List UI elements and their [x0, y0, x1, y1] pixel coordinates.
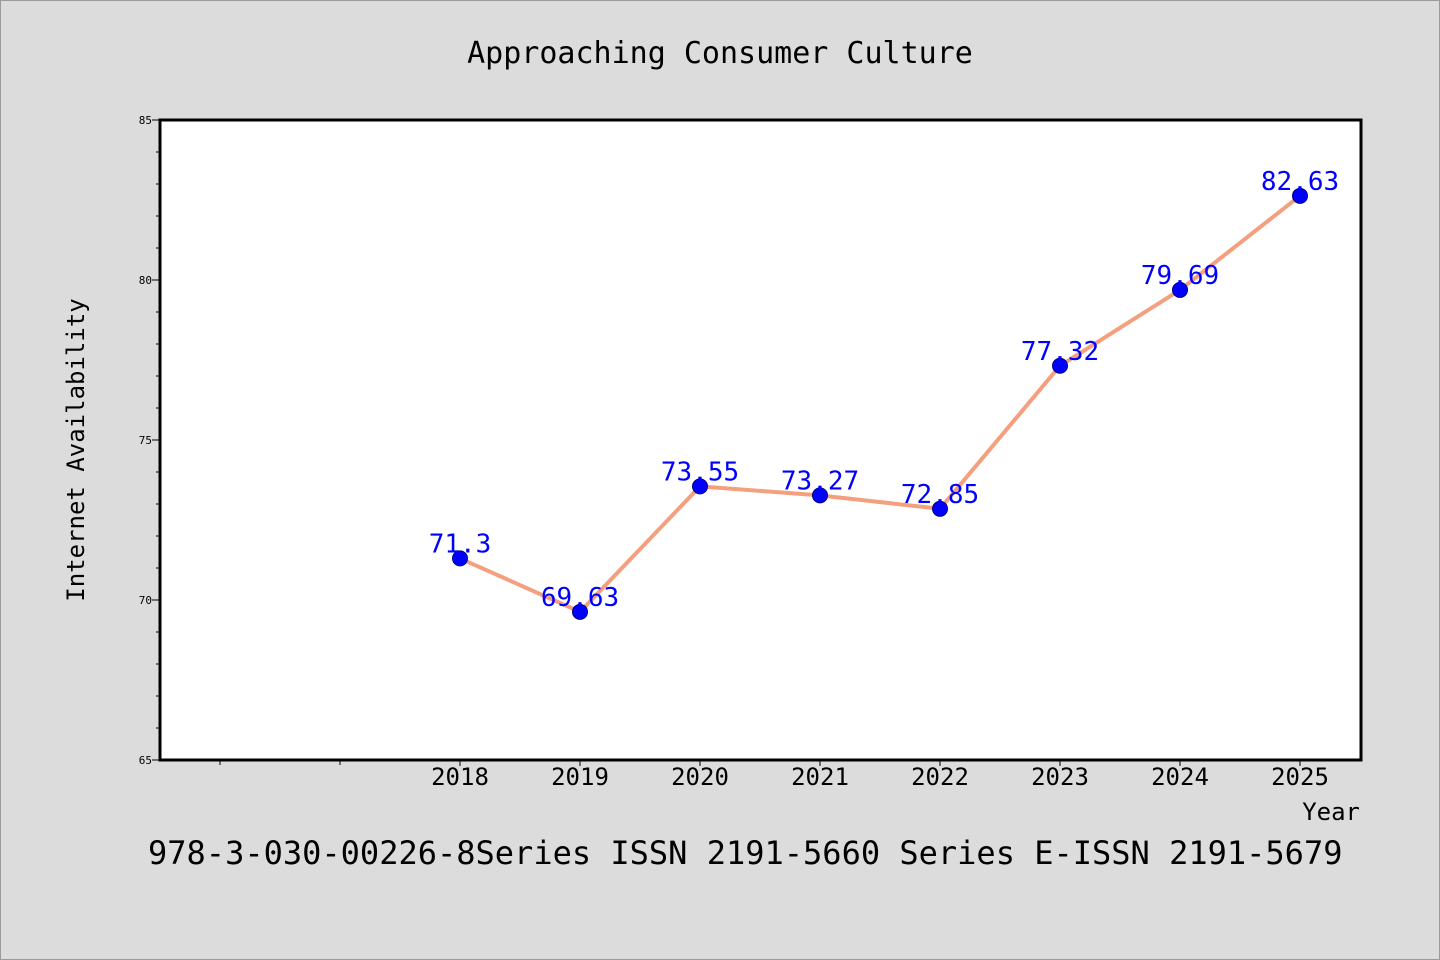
x-axis: 2018 2019 2020 2021 2022 2023 2024 2025	[219, 760, 1329, 791]
data-point	[1292, 187, 1308, 204]
data-label: 79.69	[1141, 261, 1219, 291]
x-tick-label: 2019	[551, 763, 609, 791]
data-label: 72.85	[901, 480, 979, 510]
x-axis-title: Year	[1302, 798, 1360, 826]
series-line	[459, 194, 1302, 614]
plot-area	[158, 118, 1363, 762]
data-label: 69.63	[541, 583, 619, 613]
data-point	[1172, 281, 1188, 298]
x-tick-label: 2023	[1031, 763, 1089, 791]
data-label: 71.3	[429, 529, 492, 559]
x-tick-label: 2020	[671, 763, 729, 791]
y-tick-label: 75	[139, 434, 152, 447]
data-point	[1052, 357, 1068, 374]
y-tick-label: 80	[139, 274, 152, 287]
y-tick-label: 65	[139, 754, 152, 767]
data-label: 77.32	[1021, 337, 1099, 367]
y-tick-label: 85	[139, 114, 152, 127]
data-point	[932, 500, 948, 517]
y-tick-label: 70	[139, 594, 152, 607]
data-label: 82.63	[1261, 167, 1339, 197]
y-axis-title: Internet Availability	[62, 298, 90, 601]
x-tick-label: 2022	[911, 763, 969, 791]
series-layer: 71.3 69.63 73.55 73.27 72.85 77.32 79.69 82.63	[429, 167, 1339, 620]
footer-identifiers: 978-3-030-00226-8Series ISSN 2191-5660 S…	[148, 834, 1342, 872]
x-tick-label: 2018	[431, 763, 489, 791]
data-point	[452, 550, 468, 567]
y-axis: 65 70 75 80 85	[139, 114, 160, 767]
data-label: 73.27	[781, 466, 859, 496]
chart-title: Approaching Consumer Culture	[467, 36, 973, 71]
data-point	[812, 487, 828, 504]
data-point	[572, 603, 588, 620]
x-tick-label: 2024	[1151, 763, 1209, 791]
data-label: 73.55	[661, 457, 739, 487]
x-tick-label: 2025	[1271, 763, 1329, 791]
data-point	[692, 478, 708, 495]
x-tick-label: 2021	[791, 763, 849, 791]
